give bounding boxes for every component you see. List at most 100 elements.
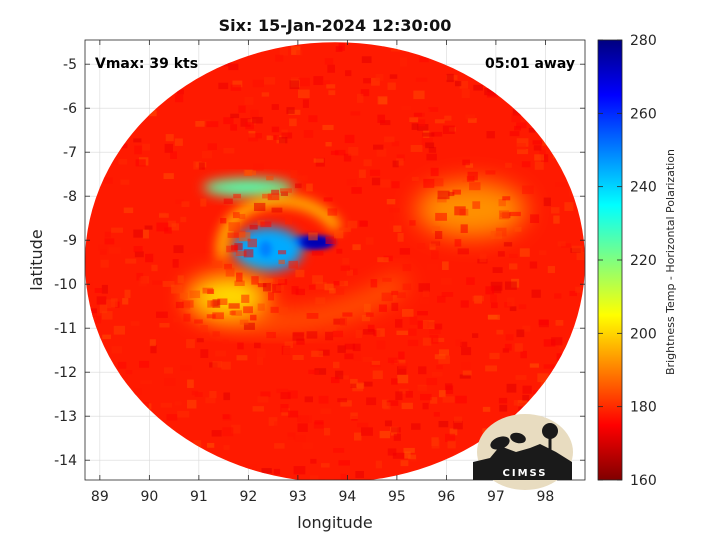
texture-cell bbox=[489, 352, 500, 360]
texture-cell bbox=[285, 436, 294, 442]
texture-cell bbox=[133, 138, 142, 143]
texture-cell bbox=[504, 281, 517, 290]
texture-cell bbox=[539, 149, 546, 159]
texture-cell bbox=[161, 480, 169, 487]
texture-cell bbox=[297, 175, 308, 181]
texture-cell bbox=[303, 130, 314, 138]
texture-cell bbox=[245, 463, 257, 471]
texture-cell bbox=[575, 286, 582, 293]
texture-cell bbox=[532, 384, 542, 390]
texture-cell bbox=[260, 221, 272, 228]
texture-cell bbox=[164, 143, 174, 153]
texture-cell bbox=[363, 329, 375, 335]
texture-cell bbox=[152, 280, 163, 285]
texture-cell bbox=[350, 111, 361, 116]
texture-cell bbox=[379, 430, 391, 439]
texture-cell bbox=[278, 259, 285, 265]
texture-cell bbox=[337, 398, 348, 403]
texture-cell bbox=[472, 295, 484, 302]
texture-cell bbox=[462, 178, 470, 183]
texture-cell bbox=[340, 473, 347, 480]
texture-cell bbox=[584, 274, 585, 282]
texture-cell bbox=[516, 122, 527, 129]
texture-cell bbox=[309, 475, 319, 480]
texture-cell bbox=[218, 82, 229, 90]
texture-cell bbox=[200, 198, 207, 207]
texture-cell bbox=[86, 282, 93, 290]
texture-cell bbox=[430, 167, 439, 177]
texture-cell bbox=[266, 331, 276, 339]
texture-cell bbox=[472, 201, 481, 209]
y-tick-label: -9 bbox=[63, 233, 77, 249]
texture-cell bbox=[418, 283, 431, 292]
texture-cell bbox=[355, 470, 365, 479]
texture-cell bbox=[462, 370, 472, 376]
texture-cell bbox=[571, 245, 583, 253]
texture-cell bbox=[384, 420, 392, 427]
texture-cell bbox=[500, 212, 508, 218]
colorbar-tick-label: 200 bbox=[630, 326, 657, 342]
logo-silhouette bbox=[473, 444, 572, 480]
texture-cell bbox=[376, 328, 385, 337]
texture-cell bbox=[200, 325, 208, 333]
texture-cell bbox=[228, 63, 239, 71]
texture-cell bbox=[338, 375, 349, 380]
texture-cell bbox=[191, 390, 199, 396]
texture-cell bbox=[176, 89, 184, 95]
y-tick-label: -14 bbox=[54, 453, 77, 469]
texture-cell bbox=[171, 284, 183, 294]
texture-cell bbox=[576, 251, 585, 261]
texture-cell bbox=[405, 390, 413, 398]
texture-cell bbox=[159, 213, 169, 218]
texture-cell bbox=[252, 116, 263, 124]
texture-cell bbox=[280, 392, 291, 400]
texture-cell bbox=[149, 339, 156, 347]
texture-cell bbox=[346, 269, 353, 276]
texture-cell bbox=[212, 312, 224, 320]
texture-cell bbox=[298, 89, 310, 98]
texture-cell bbox=[271, 207, 283, 213]
texture-cell bbox=[308, 284, 316, 290]
texture-cell bbox=[335, 370, 344, 380]
texture-cell bbox=[521, 161, 531, 168]
texture-cell bbox=[353, 432, 362, 441]
texture-cell bbox=[135, 159, 146, 167]
texture-cell bbox=[268, 292, 275, 301]
texture-cell bbox=[496, 329, 504, 335]
texture-cell bbox=[243, 306, 253, 314]
texture-cell bbox=[438, 420, 449, 428]
texture-cell bbox=[187, 379, 194, 388]
y-axis-label: latitude bbox=[27, 229, 46, 290]
texture-cell bbox=[403, 447, 415, 453]
texture-cell bbox=[532, 140, 544, 145]
texture-cell bbox=[271, 189, 280, 195]
texture-cell bbox=[212, 361, 223, 368]
x-tick-label: 93 bbox=[289, 489, 307, 505]
axes-box bbox=[84, 39, 586, 481]
texture-cell bbox=[257, 357, 264, 365]
texture-cell bbox=[205, 397, 216, 404]
texture-cell bbox=[230, 479, 237, 480]
texture-cell bbox=[313, 158, 324, 163]
texture-cell bbox=[399, 57, 408, 67]
texture-cell bbox=[266, 175, 274, 181]
y-axis-ticks: -5 -6 -7 -8 -9 -10 -11 -12 -13 -14 bbox=[54, 57, 585, 469]
texture-cell bbox=[497, 251, 505, 257]
texture-cell bbox=[295, 183, 302, 189]
colorbar-tick-label: 160 bbox=[630, 473, 657, 489]
texture-cell bbox=[231, 310, 242, 316]
texture-cell bbox=[211, 260, 223, 268]
texture-cell bbox=[170, 151, 178, 160]
texture-cell bbox=[375, 460, 382, 469]
texture-cell bbox=[492, 267, 503, 274]
texture-cell bbox=[461, 89, 470, 99]
texture-cell bbox=[247, 119, 257, 125]
texture-cell bbox=[442, 396, 455, 403]
texture-cell bbox=[371, 360, 381, 365]
texture-cell bbox=[212, 299, 221, 308]
y-tick-label: -13 bbox=[54, 409, 77, 425]
texture-cell bbox=[244, 96, 254, 105]
texture-cell bbox=[220, 218, 227, 224]
texture-cell bbox=[485, 170, 496, 175]
speckle-layer bbox=[85, 42, 585, 487]
